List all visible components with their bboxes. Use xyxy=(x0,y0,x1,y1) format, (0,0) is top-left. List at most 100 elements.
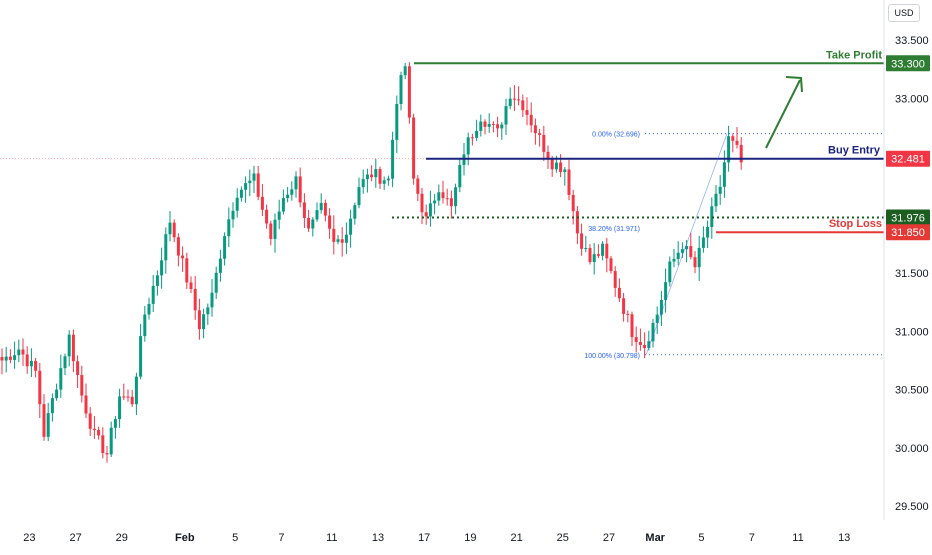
candle-body xyxy=(290,189,294,195)
stop-loss-label: Stop Loss xyxy=(829,218,882,230)
candle-body xyxy=(344,234,348,243)
candle-body xyxy=(638,341,642,345)
fib-trend-line xyxy=(645,133,728,355)
candle-body xyxy=(59,368,63,390)
x-tick-label: 5 xyxy=(698,532,704,544)
candle-body xyxy=(223,236,227,259)
candle-body xyxy=(302,202,306,218)
y-tick-label: 33.000 xyxy=(895,93,929,105)
up-arrow-shaft xyxy=(765,79,801,149)
candle-body xyxy=(273,219,277,239)
candle-body xyxy=(559,162,563,172)
candle-body xyxy=(25,354,29,367)
candle-body xyxy=(500,124,504,129)
candle-body xyxy=(475,130,479,138)
candle-body xyxy=(168,222,172,235)
candle-body xyxy=(8,356,12,360)
candle-body xyxy=(479,121,483,131)
candle-body xyxy=(248,180,252,184)
candle-body xyxy=(399,75,403,104)
y-tick-label: 31.000 xyxy=(895,326,929,338)
buy-entry-label: Buy Entry xyxy=(828,145,881,157)
candle-body xyxy=(445,198,449,200)
candle-body xyxy=(265,209,269,224)
candle-body xyxy=(412,117,416,179)
stop-loss-badge xyxy=(886,224,930,241)
candle-body xyxy=(592,254,596,263)
currency-label[interactable]: USD xyxy=(888,4,920,22)
candle-body xyxy=(706,226,710,238)
candle-body xyxy=(38,370,42,405)
x-tick-label: 7 xyxy=(278,532,284,544)
annotation-overlays: Take Profit Buy Entry Stop Loss 0.00% (32.6… xyxy=(0,49,884,360)
candle-body xyxy=(126,396,130,398)
candle-body xyxy=(17,349,21,356)
candle-body xyxy=(437,192,441,201)
price-axis[interactable]: 33.50033.00032.50032.00031.50031.00030.5… xyxy=(883,0,929,520)
candle-body xyxy=(710,206,714,227)
candle-body xyxy=(76,361,80,376)
x-tick-label: 7 xyxy=(749,532,755,544)
candle-body xyxy=(672,259,676,262)
candle-body xyxy=(441,192,445,199)
candle-body xyxy=(580,233,584,249)
candle-body xyxy=(554,162,558,170)
candle-body xyxy=(71,334,75,362)
candle-body xyxy=(504,106,508,125)
candle-body xyxy=(575,211,579,234)
candle-body xyxy=(609,258,613,272)
candle-body xyxy=(596,254,600,256)
candle-body xyxy=(470,137,474,139)
candle-body xyxy=(294,176,298,190)
candle-body xyxy=(160,260,164,276)
candle-body xyxy=(122,396,126,398)
candle-body xyxy=(496,124,500,129)
candle-body xyxy=(542,134,546,152)
candle-body xyxy=(664,282,668,300)
y-tick-label: 30.000 xyxy=(895,443,929,455)
x-tick-label: 21 xyxy=(510,532,522,544)
candle-body xyxy=(626,313,630,315)
candle-body xyxy=(718,186,722,194)
x-tick-label: 11 xyxy=(326,532,337,544)
candle-body xyxy=(525,110,529,115)
x-tick-label: 29 xyxy=(116,532,128,544)
candle-body xyxy=(206,307,210,315)
candle-body xyxy=(332,228,336,242)
candle-body xyxy=(416,178,420,194)
candle-body xyxy=(260,196,264,210)
candle-body xyxy=(424,212,428,217)
time-axis[interactable]: 23 27 29 Feb 5 7 11 13 17 19 21 25 27 Mar 5 7 11 13 xyxy=(23,532,850,544)
candle-body xyxy=(298,176,302,203)
candle-body xyxy=(323,202,327,216)
candle-body xyxy=(428,203,432,217)
stop-loss-badge-text: 31.850 xyxy=(891,227,925,239)
candle-body xyxy=(147,303,151,315)
candle-body xyxy=(319,202,323,211)
candle-body xyxy=(139,336,143,377)
candle-body xyxy=(491,123,495,125)
candle-body xyxy=(172,222,176,238)
candle-body xyxy=(315,210,319,220)
candle-body xyxy=(454,187,458,207)
candle-body xyxy=(21,349,25,355)
support-badge-text: 31.976 xyxy=(891,213,925,225)
candle-body xyxy=(374,169,378,178)
candle-body xyxy=(46,413,50,437)
candle-body xyxy=(529,114,533,126)
candle-body xyxy=(739,144,743,163)
candle-body xyxy=(563,169,567,172)
candle-body xyxy=(512,98,516,100)
candle-body xyxy=(407,66,411,118)
candle-body xyxy=(735,140,739,145)
take-profit-badge xyxy=(886,55,930,72)
candle-body xyxy=(197,310,201,330)
candle-body xyxy=(176,237,180,256)
candle-body xyxy=(281,198,285,212)
candle-body xyxy=(634,337,638,342)
candle-body xyxy=(307,217,311,229)
x-tick-label: Feb xyxy=(175,532,195,544)
candle-body xyxy=(689,246,693,258)
